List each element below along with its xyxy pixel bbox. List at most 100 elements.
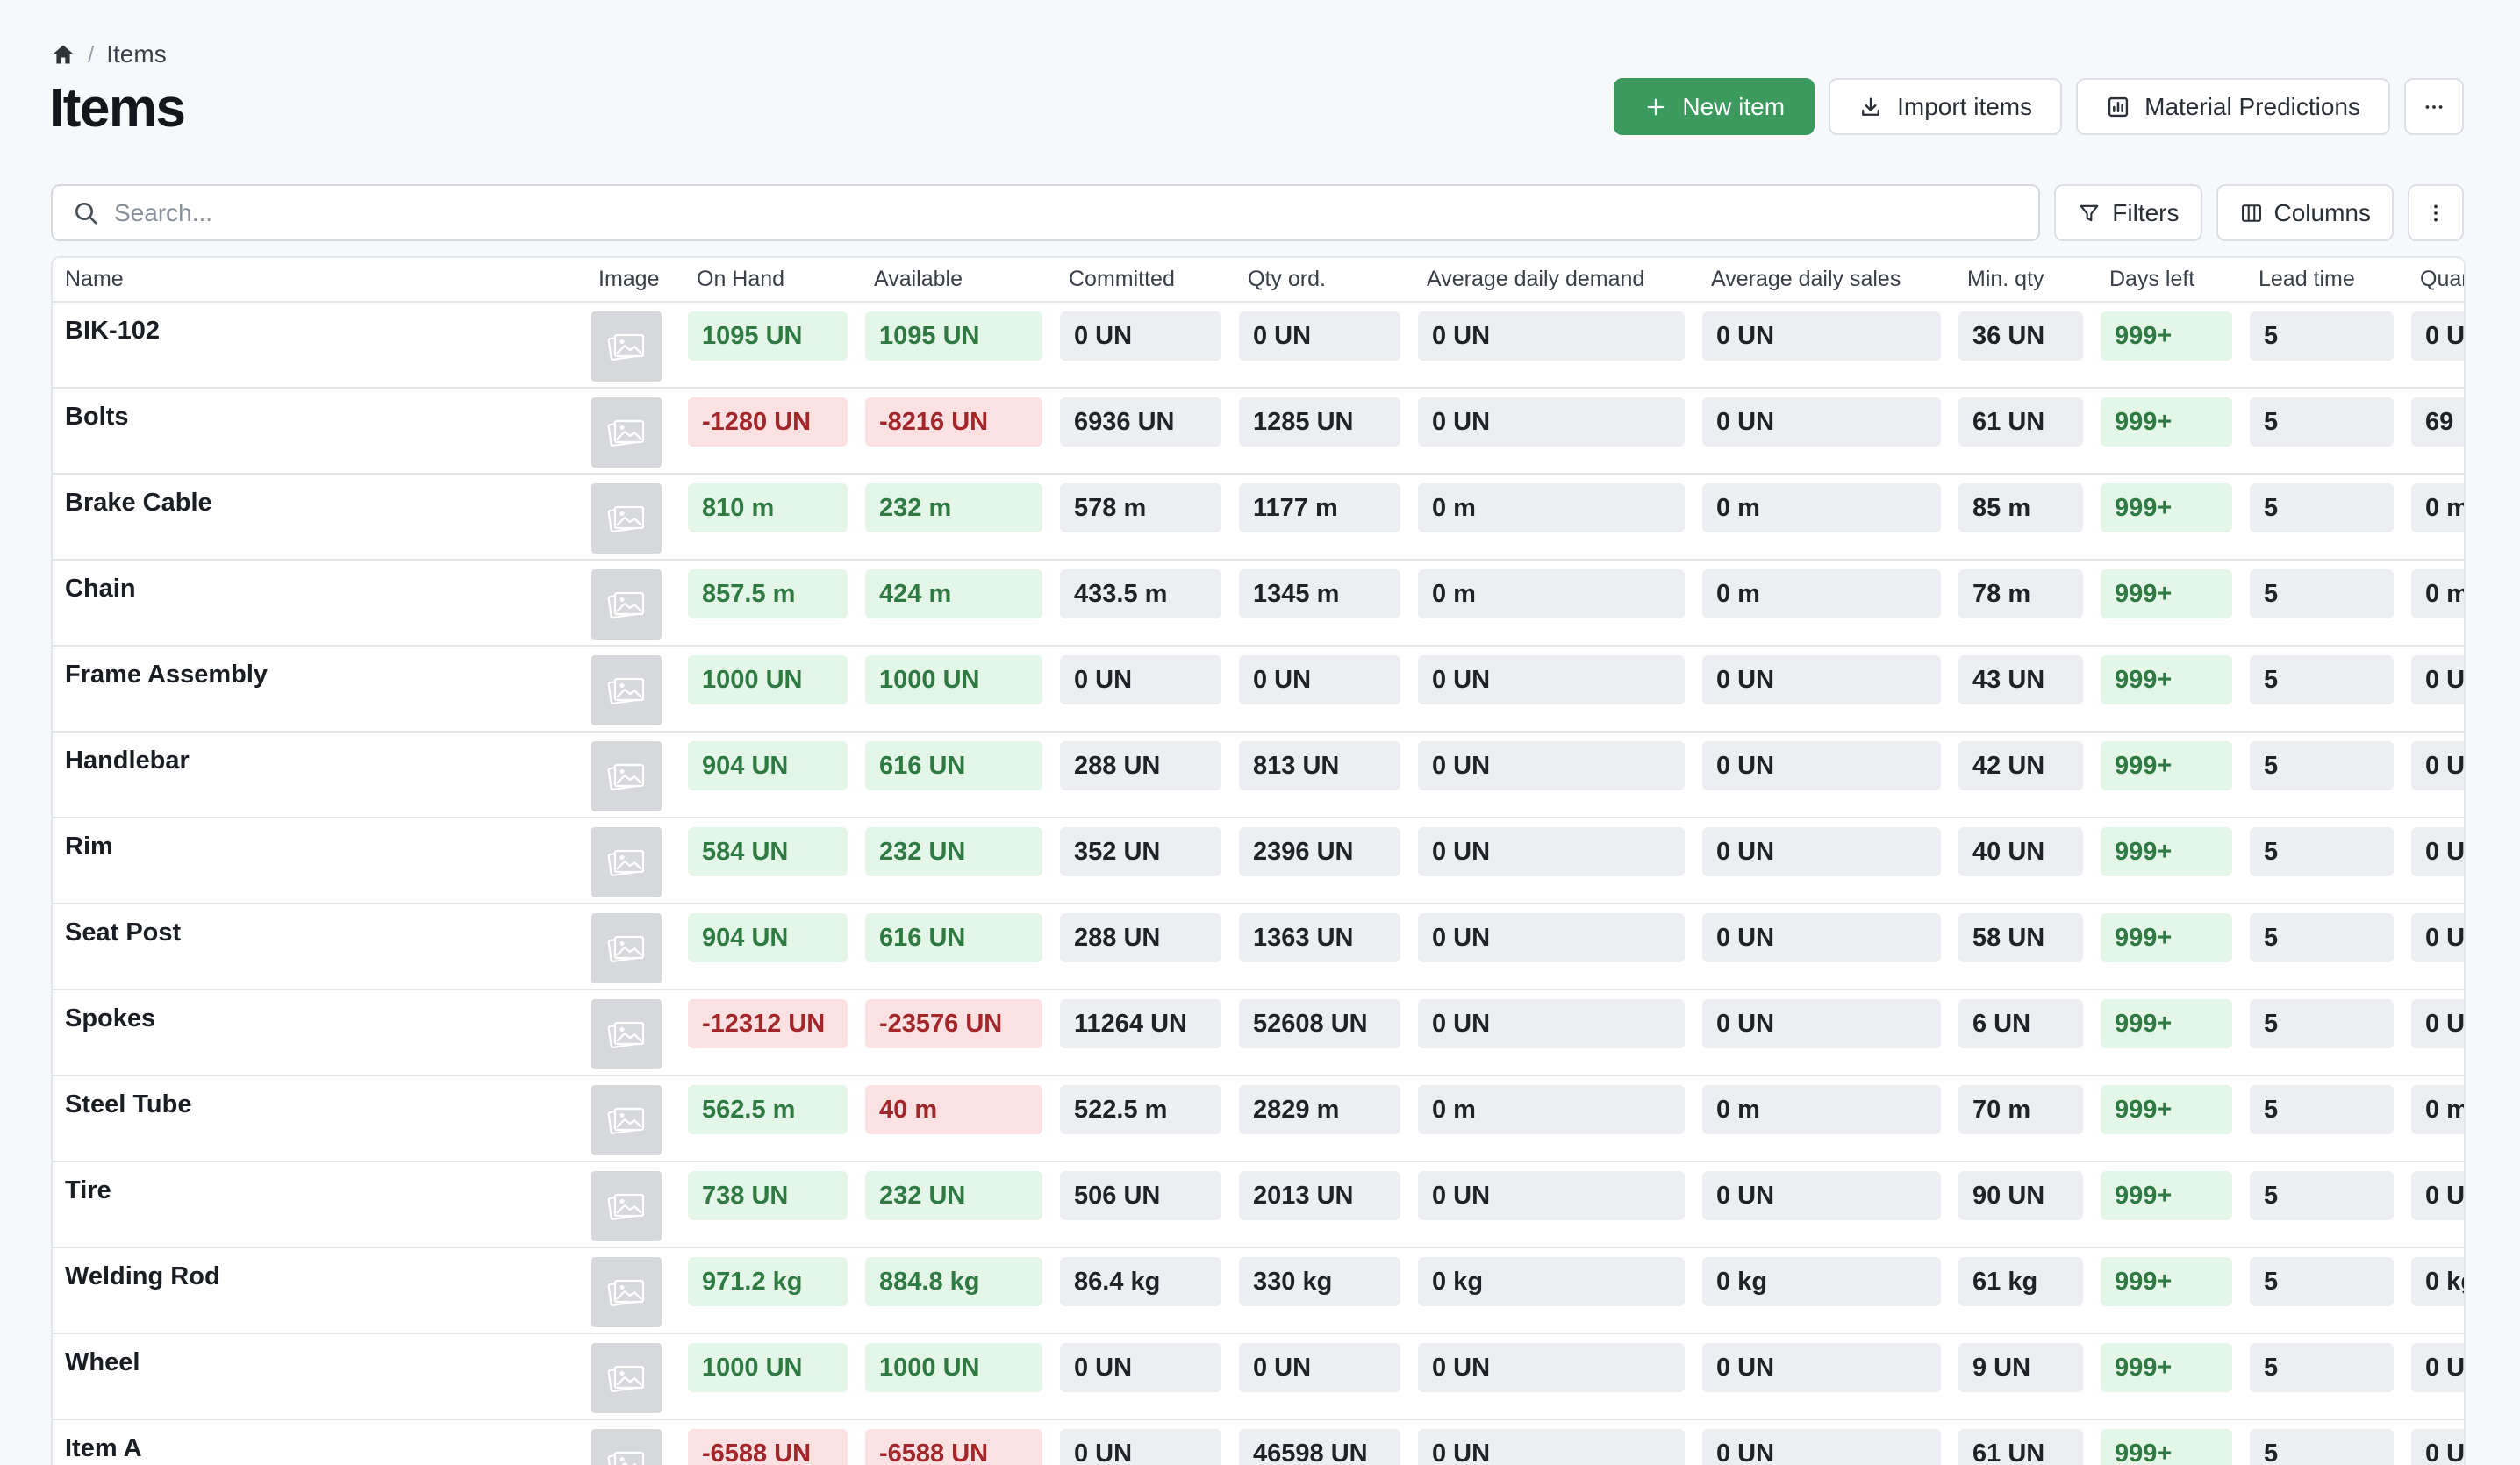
cell-avg-daily-sales: 0 UN xyxy=(1699,646,1955,732)
item-image xyxy=(591,311,662,382)
value-pill: 0 UN xyxy=(1418,827,1685,876)
image-placeholder-icon xyxy=(607,333,645,361)
item-name[interactable]: Wheel xyxy=(53,1333,586,1420)
new-item-button[interactable]: New item xyxy=(1614,78,1815,135)
cell-lead-time: 5 xyxy=(2246,388,2408,475)
search-input[interactable] xyxy=(114,198,2020,227)
filters-button[interactable]: Filters xyxy=(2054,184,2202,241)
item-name[interactable]: Steel Tube xyxy=(53,1076,586,1162)
item-name[interactable]: Tire xyxy=(53,1161,586,1248)
value-pill: 0 UN xyxy=(2411,1171,2464,1220)
table-row[interactable]: Handlebar 904 UN 616 UN 288 UN 813 UN 0 UN 0 … xyxy=(53,732,2464,818)
table-row[interactable]: Bolts -1280 UN -8216 UN 6936 UN 1285 UN 0 UN… xyxy=(53,388,2464,475)
column-header-committed[interactable]: Committed xyxy=(1056,258,1235,303)
value-pill: 0 UN xyxy=(1702,397,1941,447)
item-name[interactable]: Handlebar xyxy=(53,732,586,818)
value-pill: 616 UN xyxy=(865,741,1042,790)
value-pill: 0 UN xyxy=(1702,311,1941,361)
value-pill: 0 m xyxy=(1702,1085,1941,1134)
value-pill: 9 UN xyxy=(1958,1343,2083,1392)
item-name[interactable]: Spokes xyxy=(53,990,586,1076)
column-header-name[interactable]: Name xyxy=(53,258,586,303)
import-items-label: Import items xyxy=(1897,92,2033,120)
table-options-button[interactable] xyxy=(2408,184,2464,241)
item-name[interactable]: Rim xyxy=(53,818,586,904)
item-image-cell xyxy=(586,904,684,990)
table-row[interactable]: Rim 584 UN 232 UN 352 UN 2396 UN 0 UN 0 UN 40 … xyxy=(53,818,2464,904)
value-pill: 5 xyxy=(2250,655,2394,704)
cell-min-qty: 78 m xyxy=(1955,560,2097,647)
value-pill: 999+ xyxy=(2101,741,2232,790)
table-row[interactable]: Seat Post 904 UN 616 UN 288 UN 1363 UN 0 UN 0… xyxy=(53,904,2464,990)
table-row[interactable]: Brake Cable 810 m 232 m 578 m 1177 m 0 m 0 m 8… xyxy=(53,474,2464,561)
item-image xyxy=(591,397,662,468)
value-pill: 232 UN xyxy=(865,1171,1042,1220)
column-header-qua[interactable]: Quantity xyxy=(2408,258,2464,303)
value-pill: 584 UN xyxy=(688,827,848,876)
table-row[interactable]: Wheel 1000 UN 1000 UN 0 UN 0 UN 0 UN 0 UN 9 UN… xyxy=(53,1333,2464,1420)
table-row[interactable]: Welding Rod 971.2 kg 884.8 kg 86.4 kg 330 k… xyxy=(53,1247,2464,1334)
table-row[interactable]: Chain 857.5 m 424 m 433.5 m 1345 m 0 m 0 m 78 … xyxy=(53,560,2464,647)
table-row[interactable]: Frame Assembly 1000 UN 1000 UN 0 UN 0 UN 0 U… xyxy=(53,646,2464,732)
table-row[interactable]: Tire 738 UN 232 UN 506 UN 2013 UN 0 UN 0 UN 90… xyxy=(53,1161,2464,1248)
cell-qua: 0 m xyxy=(2408,1076,2464,1162)
item-name[interactable]: Bolts xyxy=(53,388,586,475)
import-items-button[interactable]: Import items xyxy=(1829,78,2063,135)
column-header-min-qty[interactable]: Min. qty xyxy=(1955,258,2097,303)
columns-button[interactable]: Columns xyxy=(2216,184,2394,241)
material-predictions-button[interactable]: Material Predictions xyxy=(2076,78,2390,135)
cell-available: -23576 UN xyxy=(862,990,1056,1076)
column-header-available[interactable]: Available xyxy=(862,258,1056,303)
column-header-qty-ord[interactable]: Qty ord. xyxy=(1235,258,1414,303)
cell-days-left: 999+ xyxy=(2097,1076,2246,1162)
value-pill: -6588 UN xyxy=(688,1429,848,1465)
value-pill: 810 m xyxy=(688,483,848,532)
value-pill: 1000 UN xyxy=(688,1343,848,1392)
search-box xyxy=(51,184,2041,241)
item-name[interactable]: Frame Assembly xyxy=(53,646,586,732)
value-pill: 0 UN xyxy=(1418,741,1685,790)
table-row[interactable]: BIK-102 1095 UN 1095 UN 0 UN 0 UN 0 UN 0 UN 36… xyxy=(53,302,2464,389)
cell-committed: 578 m xyxy=(1056,474,1235,561)
cell-qua: 0 UN xyxy=(2408,1161,2464,1248)
table-row[interactable]: Steel Tube 562.5 m 40 m 522.5 m 2829 m 0 m 0 … xyxy=(53,1076,2464,1162)
column-header-image[interactable]: Image xyxy=(586,258,684,303)
value-pill: 1000 UN xyxy=(865,1343,1042,1392)
cell-days-left: 999+ xyxy=(2097,1419,2246,1465)
table-row[interactable]: Spokes -12312 UN -23576 UN 11264 UN 52608 U… xyxy=(53,990,2464,1076)
items-table-container[interactable]: Name Image On Hand Available Committed Qty or… xyxy=(51,256,2466,1465)
column-header-avg-daily-sales[interactable]: Average daily sales xyxy=(1699,258,1955,303)
value-pill: 857.5 m xyxy=(688,569,848,618)
cell-qua: 0 UN xyxy=(2408,904,2464,990)
table-row[interactable]: Item A -6588 UN -6588 UN 0 UN 46598 UN 0 UN 0… xyxy=(53,1419,2464,1465)
column-header-days-left[interactable]: Days left xyxy=(2097,258,2246,303)
item-name[interactable]: Seat Post xyxy=(53,904,586,990)
value-pill: 0 UN xyxy=(1239,1343,1400,1392)
cell-lead-time: 5 xyxy=(2246,1161,2408,1248)
value-pill: 46598 UN xyxy=(1239,1429,1400,1465)
value-pill: 5 xyxy=(2250,1343,2394,1392)
home-icon[interactable] xyxy=(51,42,75,67)
item-image xyxy=(591,1429,662,1465)
value-pill: 43 UN xyxy=(1958,655,2083,704)
column-header-on-hand[interactable]: On Hand xyxy=(684,258,862,303)
cell-qua: 0 UN xyxy=(2408,1419,2464,1465)
item-name[interactable]: Welding Rod xyxy=(53,1247,586,1334)
item-name[interactable]: Brake Cable xyxy=(53,474,586,561)
value-pill: 433.5 m xyxy=(1060,569,1221,618)
value-pill: 5 xyxy=(2250,1085,2394,1134)
value-pill: 522.5 m xyxy=(1060,1085,1221,1134)
column-header-lead-time[interactable]: Lead time xyxy=(2246,258,2408,303)
cell-available: 424 m xyxy=(862,560,1056,647)
more-actions-button[interactable] xyxy=(2404,78,2464,135)
item-name[interactable]: Item A xyxy=(53,1419,586,1465)
material-predictions-label: Material Predictions xyxy=(2144,92,2360,120)
value-pill: 61 UN xyxy=(1958,1429,2083,1465)
item-name[interactable]: Chain xyxy=(53,560,586,647)
value-pill: 0 UN xyxy=(1418,397,1685,447)
column-header-avg-daily-demand[interactable]: Average daily demand xyxy=(1414,258,1699,303)
value-pill: 85 m xyxy=(1958,483,2083,532)
item-name[interactable]: BIK-102 xyxy=(53,302,586,389)
cell-available: 1095 UN xyxy=(862,302,1056,389)
item-image-cell xyxy=(586,1247,684,1334)
